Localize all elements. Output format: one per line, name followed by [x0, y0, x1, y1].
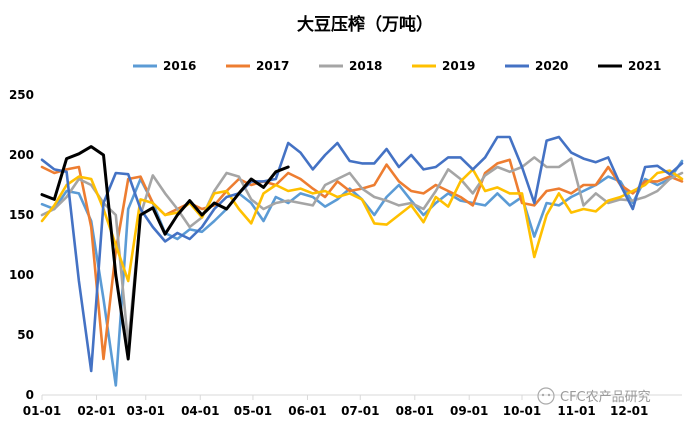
x-tick-label: 07-01 [341, 404, 379, 418]
series-line-2021 [40, 145, 290, 361]
wechat-icon-eye-right [547, 393, 551, 397]
x-tick-label: 02-01 [77, 404, 115, 418]
watermark: CFC农产品研究 [537, 387, 651, 405]
legend: 2016 2017 2018 2019 2020 2021 [133, 59, 661, 73]
y-tick-label: 100 [9, 268, 34, 282]
series-line-2018 [40, 156, 684, 346]
legend-label-2018: 2018 [349, 59, 382, 73]
x-tick-label: 12-01 [610, 404, 648, 418]
x-tick-label: 09-01 [450, 404, 488, 418]
x-tick-label: 06-01 [288, 404, 326, 418]
y-tick-label: 50 [17, 328, 34, 342]
x-tick-label: 11-01 [557, 404, 595, 418]
y-tick-label: 150 [9, 208, 34, 222]
series-line-2020 [40, 135, 684, 373]
wechat-icon [537, 387, 555, 405]
legend-label-2016: 2016 [163, 59, 196, 73]
x-tick-label: 10-01 [503, 404, 541, 418]
x-tick-label: 08-01 [396, 404, 434, 418]
series-line-2016 [40, 159, 684, 387]
legend-label-2021: 2021 [628, 59, 661, 73]
x-tick-label: 05-01 [234, 404, 272, 418]
y-tick-label: 0 [26, 388, 34, 402]
y-tick-label: 250 [9, 88, 34, 102]
plot-area [40, 135, 684, 387]
series-line-2019 [40, 168, 684, 283]
axes: 0 50 100 150 200 250 01-01 02-01 03-01 04-01 05-01… [9, 88, 682, 418]
x-tick-label: 03-01 [127, 404, 165, 418]
wechat-icon-eye-left [541, 393, 545, 397]
x-tick-label: 01-01 [23, 404, 61, 418]
legend-label-2019: 2019 [442, 59, 475, 73]
watermark-text: CFC农产品研究 [560, 390, 651, 405]
chart-title: 大豆压榨（万吨） [297, 14, 433, 35]
y-tick-label: 200 [9, 148, 34, 162]
legend-label-2020: 2020 [535, 59, 568, 73]
legend-label-2017: 2017 [256, 59, 289, 73]
x-tick-label: 04-01 [181, 404, 219, 418]
